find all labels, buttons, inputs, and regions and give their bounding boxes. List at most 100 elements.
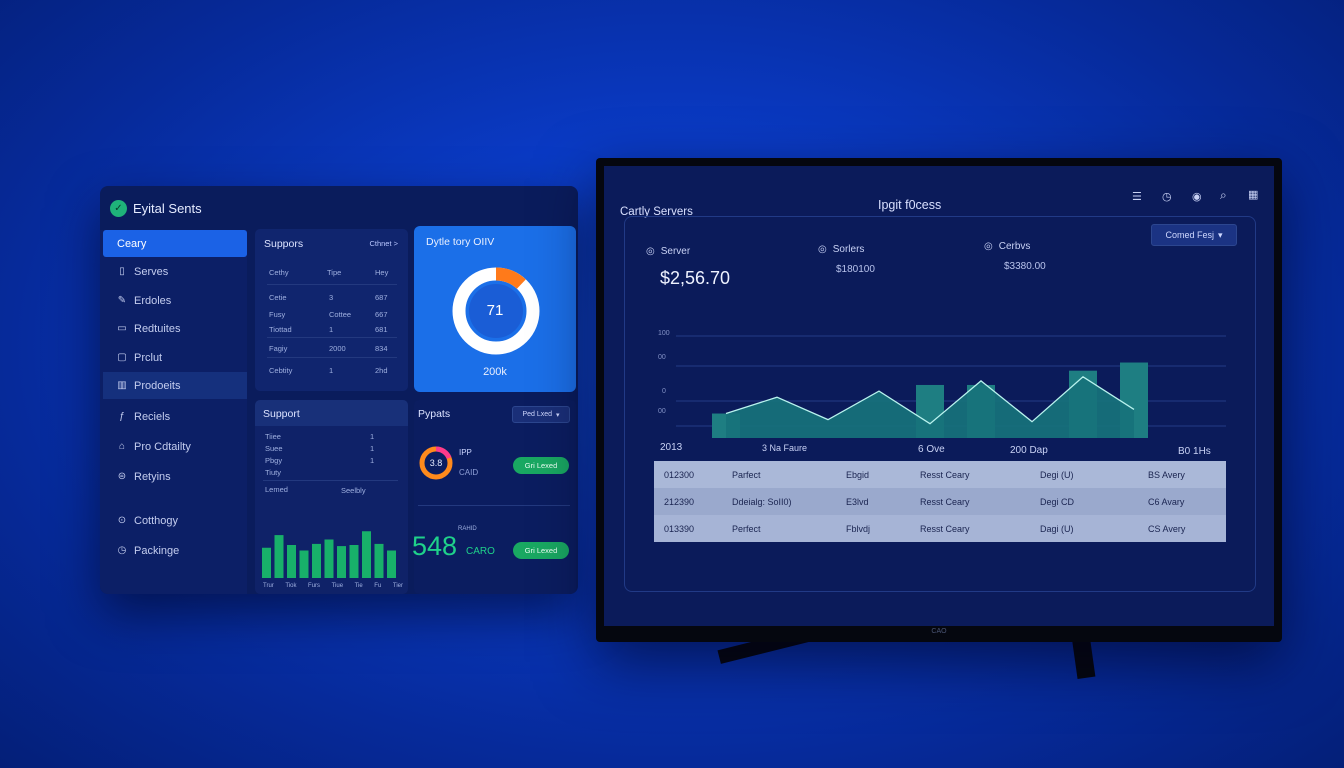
sidebar-item-cotthogy[interactable]: ⊙ Cotthogy xyxy=(103,507,247,534)
user-icon: ◎ xyxy=(646,246,655,257)
server-icon: ◎ xyxy=(818,244,827,255)
donut-center xyxy=(469,284,523,338)
donut-chart xyxy=(452,267,540,355)
sidebar-item-erdoles[interactable]: ✎ Erdoles xyxy=(103,287,247,314)
table-cell: Ddeialg: SoII0) xyxy=(732,497,792,507)
gear-icon: ⊙ xyxy=(117,515,127,526)
table-row[interactable]: 212390 Ddeialg: SoII0) E3lvd Resst Ceary… xyxy=(654,488,1226,515)
kpi-sorlers: ◎ Sorlers xyxy=(818,244,864,255)
table-row[interactable]: 013390 Perfect Fblvdj Resst Ceary Dagi (… xyxy=(654,515,1226,542)
table-cell: Cottee xyxy=(329,310,352,319)
line-series xyxy=(725,375,1135,425)
table-cell: 1 xyxy=(329,325,334,334)
bar xyxy=(299,550,309,578)
sidebar-item-label: Serves xyxy=(134,265,169,278)
big-value-caption: RAHID xyxy=(458,526,477,532)
sidebar-item-label: Cotthogy xyxy=(134,514,179,527)
monitor-screen: Cartly Servers Ipgit f0cess ☰ ◷ ◉ ⌕ ▦ ◎ … xyxy=(604,166,1274,626)
list-item: Tiuty xyxy=(265,468,281,477)
table-cell: BS Avery xyxy=(1148,470,1185,480)
clock-icon[interactable]: ◷ xyxy=(1162,191,1172,203)
table-cell: Tiottad xyxy=(269,325,292,334)
bar xyxy=(337,546,346,578)
table-cell: Fagiy xyxy=(269,344,288,353)
sidebar-item-label: Pro Cdtailty xyxy=(134,440,191,453)
donut-value: 71 xyxy=(486,302,504,319)
column-header: 200 Dap xyxy=(1010,445,1048,456)
list-item: Tiiee xyxy=(265,432,281,441)
ring-value: 3.8 xyxy=(429,458,443,468)
sidebar-item-pro-cdtailty[interactable]: ⌂ Pro Cdtailty xyxy=(103,433,247,460)
card-title: Dytle tory OIIV xyxy=(426,236,495,248)
sidebar-item-label: Erdoles xyxy=(134,294,172,307)
kpi-label: Cerbvs xyxy=(998,241,1031,252)
search-icon[interactable]: ⌕ xyxy=(1220,188,1227,202)
table-cell: Fblvdj xyxy=(846,524,871,534)
brand: ✓ Eyital Sents xyxy=(110,200,202,217)
sidebar-item-label: Redtuites xyxy=(134,322,181,335)
document-icon: ▯ xyxy=(119,266,125,277)
table-cell: Cebtity xyxy=(269,366,293,375)
tick-label: Fu xyxy=(374,583,382,589)
menu-icon[interactable]: ☰ xyxy=(1132,191,1142,203)
dropdown-value: Comed Fesj xyxy=(1165,230,1214,240)
table-cell: CS Avery xyxy=(1148,524,1186,534)
bar xyxy=(262,547,271,578)
tick-label: Tie xyxy=(354,583,363,589)
grid-icon[interactable]: ▦ xyxy=(1248,189,1259,201)
sidebar-item-redtuites[interactable]: ▭ Redtuites xyxy=(103,315,247,342)
sidebar-item-reciels[interactable]: ƒ Reciels xyxy=(103,403,247,430)
sidebar-item-serves[interactable]: ▯ Serves xyxy=(103,258,247,285)
donut-footer: 200k xyxy=(483,366,507,378)
footer-value: Seelbly xyxy=(341,486,366,495)
table-cell: Ebgid xyxy=(846,470,870,480)
sidebar-item-packinge[interactable]: ◷ Packinge xyxy=(103,537,247,564)
logo-icon: ✓ xyxy=(110,200,127,217)
table-cell: 834 xyxy=(375,344,388,353)
brand-name: Eyital Sents xyxy=(133,201,202,216)
column-header: Cethy xyxy=(269,268,289,277)
y-tick-label: 00 xyxy=(658,354,666,361)
table-cell: 681 xyxy=(375,325,388,334)
table-cell: Perfect xyxy=(732,524,761,534)
kpi-value: $180100 xyxy=(836,264,875,275)
kpi-label: Sorlers xyxy=(832,244,865,255)
card-title: Support xyxy=(263,408,300,420)
clock-icon: ◷ xyxy=(117,545,127,556)
sidebar-item-label: Retyins xyxy=(134,470,171,483)
sidebar-item-ceary[interactable]: Ceary xyxy=(103,230,247,257)
kpi-value: $2,56.70 xyxy=(660,268,731,288)
screen-center-title: Ipgit f0cess xyxy=(878,198,942,212)
table-cell: Degi CD xyxy=(1040,497,1075,507)
dropdown-value: Ped Lxed xyxy=(522,411,553,418)
globe-icon[interactable]: ◉ xyxy=(1192,191,1202,203)
sidebar-item-label: Reciels xyxy=(134,410,171,423)
sidebar xyxy=(100,230,247,594)
monitor: Cartly Servers Ipgit f0cess ☰ ◷ ◉ ⌕ ▦ ◎ … xyxy=(596,158,1282,642)
table-cell: 667 xyxy=(375,310,388,319)
chart-icon: ▥ xyxy=(117,380,127,391)
dashboard-panel: ✓ Eyital Sents Ceary ▯ Serves ✎ Erdoles ▭ R… xyxy=(100,186,578,594)
area-series xyxy=(726,376,1134,438)
cart-icon: ◎ xyxy=(984,241,993,252)
sidebar-item-prodoeits[interactable]: ▥ Prodoeits xyxy=(103,372,247,399)
sidebar-item-prclut[interactable]: ▢ Prclut xyxy=(103,344,247,371)
card-link[interactable]: Cthnet > xyxy=(369,239,398,248)
lock-icon: ⌂ xyxy=(118,441,126,452)
bar xyxy=(274,535,284,578)
screen-title: Cartly Servers xyxy=(620,206,693,218)
table-cell: 012300 xyxy=(664,470,695,480)
bar xyxy=(387,550,396,578)
gri-lexed-button-2[interactable]: Gri Lexed xyxy=(513,542,569,559)
gri-lexed-button[interactable]: Gri Lexed xyxy=(513,457,569,474)
sidebar-item-retyins[interactable]: ⊜ Retyins xyxy=(103,463,247,490)
table-row[interactable]: 012300 Parfect Ebgid Resst Ceary Degi (U… xyxy=(654,461,1226,488)
bar xyxy=(324,539,334,578)
table-cell: 3 xyxy=(329,293,334,302)
bar xyxy=(312,543,321,578)
table-cell: 2hd xyxy=(375,366,388,375)
period-dropdown[interactable]: Comed Fesj ▾ xyxy=(1151,224,1237,246)
pypats-dropdown[interactable]: Ped Lxed ▾ xyxy=(512,406,570,423)
chevron-down-icon: ▾ xyxy=(556,411,560,419)
kpi-server: ◎ Server xyxy=(646,246,690,257)
